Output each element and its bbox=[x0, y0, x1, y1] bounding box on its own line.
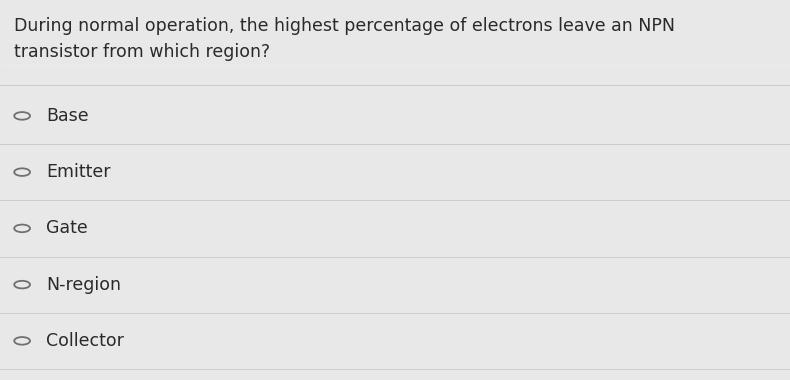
Text: Emitter: Emitter bbox=[46, 163, 111, 181]
Text: Gate: Gate bbox=[46, 219, 88, 238]
Text: N-region: N-region bbox=[46, 276, 121, 294]
Text: Base: Base bbox=[46, 107, 88, 125]
Text: Collector: Collector bbox=[46, 332, 124, 350]
Text: During normal operation, the highest percentage of electrons leave an NPN
transi: During normal operation, the highest per… bbox=[14, 17, 675, 61]
